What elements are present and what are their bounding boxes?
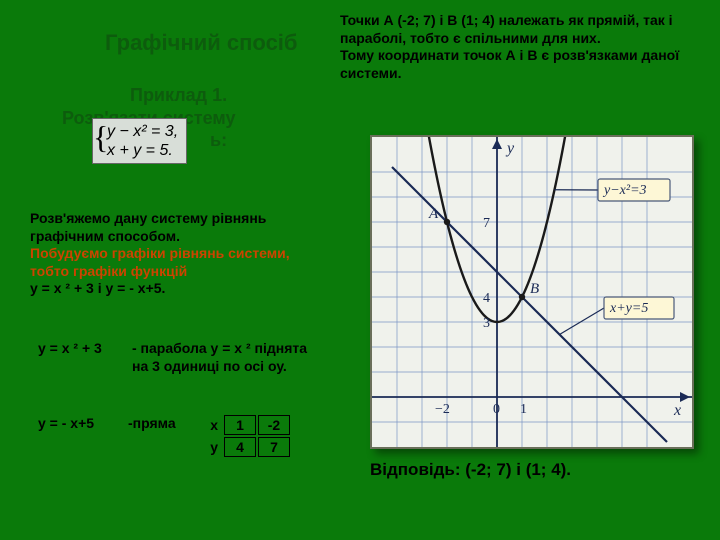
tbl-x-label: х	[192, 415, 222, 435]
svg-text:B: B	[530, 281, 539, 297]
brace-icon: {	[93, 118, 108, 156]
svg-text:y: y	[505, 140, 515, 157]
graph-panel: −2 0 1 3 4 7 x y A By−x²=3 x+y=5	[370, 135, 694, 449]
tbl-x-2: -2	[258, 415, 290, 435]
function-1: у = х ² + 3	[38, 340, 102, 356]
answer-text: Відповідь: (-2; 7) і (1; 4).	[370, 460, 571, 480]
tbl-x-1: 1	[224, 415, 256, 435]
topnote-l1: Точки А (-2; 7) і В (1; 4) належать як п…	[340, 12, 673, 46]
example-tail: ь:	[210, 130, 227, 151]
solve-l1: Розв'яжемо дану систему рівнянь	[30, 210, 266, 226]
svg-text:0: 0	[493, 402, 500, 417]
value-table: х 1 -2 у 4 7	[190, 413, 292, 459]
solve-l3: Побудуємо графіки рівнянь системи,	[30, 245, 290, 261]
tbl-y-1: 4	[224, 437, 256, 457]
sys-line-1: y − x² = 3,	[107, 123, 178, 140]
topnote-l2: Тому координати точок А і В є розв'язкам…	[340, 47, 679, 81]
solve-l4: тобто графіки функцій	[30, 263, 187, 279]
svg-text:y−x²=3: y−x²=3	[602, 183, 647, 198]
svg-text:−2: −2	[435, 402, 450, 417]
solution-text: Розв'яжемо дану систему рівнянь графічни…	[30, 210, 330, 298]
page-title: Графічний спосіб	[105, 30, 298, 56]
svg-text:1: 1	[520, 402, 527, 417]
svg-text:3: 3	[483, 316, 490, 331]
function-2: у = - х+5	[38, 415, 94, 431]
solve-fns: у = х ² + 3 і у = - х+5.	[30, 280, 165, 296]
svg-text:x+y=5: x+y=5	[609, 301, 648, 316]
svg-text:4: 4	[483, 291, 490, 306]
tbl-y-2: 7	[258, 437, 290, 457]
solve-l2: графічним способом.	[30, 228, 180, 244]
tbl-y-label: у	[192, 437, 222, 457]
equation-system: { y − x² = 3, x + y = 5.	[92, 118, 187, 164]
graph-svg: −2 0 1 3 4 7 x y A By−x²=3 x+y=5	[372, 137, 692, 447]
description-2: -пряма	[128, 415, 176, 432]
sys-line-2: x + y = 5.	[107, 142, 173, 159]
svg-text:7: 7	[483, 216, 490, 231]
example-heading: Приклад 1.	[130, 85, 227, 106]
svg-text:A: A	[428, 206, 439, 222]
top-note: Точки А (-2; 7) і В (1; 4) належать як п…	[340, 12, 690, 82]
description-1: - парабола у = х ² піднята на 3 одиниці …	[132, 340, 322, 375]
svg-text:x: x	[673, 402, 681, 419]
